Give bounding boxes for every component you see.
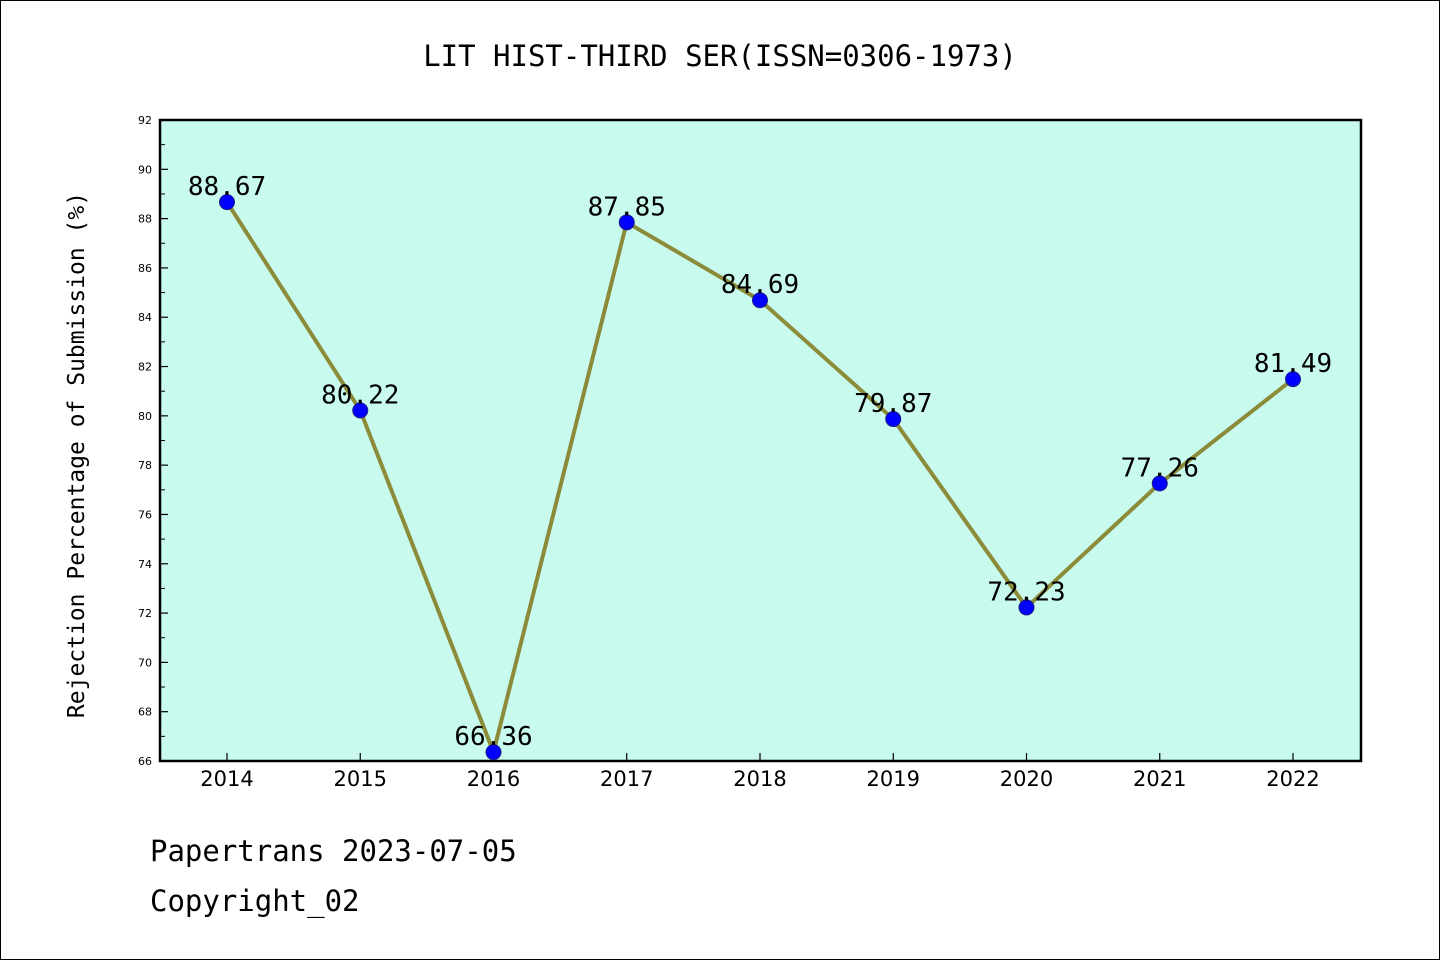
footer-copyright: Copyright_02	[150, 884, 360, 918]
x-tick-label: 2016	[467, 767, 520, 791]
x-axis: 2014 2015 2016 2017 2018 2019 2020 2021 2022	[200, 753, 1320, 791]
y-axis-label: Rejection Percentage of Submission (%)	[64, 192, 90, 718]
data-labels-group: 88.67 80.22 66.36 87.85 84.69 79.87 72.23 77.26…	[188, 172, 1332, 752]
y-axis: 66 68 70 72 74 76 78 80 82 84 86 88 90 92	[138, 114, 168, 768]
y-tick-label: 88	[138, 213, 152, 226]
x-tick-label: 2022	[1266, 767, 1319, 791]
data-label: 84.69	[721, 270, 799, 300]
y-tick-label: 66	[138, 755, 152, 768]
data-label: 87.85	[588, 192, 666, 222]
x-tick-label: 2014	[200, 767, 253, 791]
series-line-group	[219, 194, 1301, 761]
y-tick-label: 82	[138, 361, 152, 374]
x-tick-label: 2017	[600, 767, 653, 791]
plot-area	[158, 118, 1363, 763]
data-point	[618, 214, 635, 231]
x-tick-label: 2021	[1133, 767, 1186, 791]
data-label: 81.49	[1254, 349, 1332, 379]
y-tick-label: 76	[138, 508, 152, 521]
y-tick-label: 72	[138, 607, 152, 620]
y-tick-label: 68	[138, 706, 152, 719]
data-point	[885, 411, 902, 428]
data-label: 88.67	[188, 172, 266, 202]
x-tick-label: 2019	[867, 767, 920, 791]
data-point	[1151, 475, 1168, 492]
data-label: 72.23	[987, 577, 1065, 607]
y-tick-label: 70	[138, 656, 152, 669]
x-tick-label: 2020	[1000, 767, 1053, 791]
y-tick-label: 78	[138, 459, 152, 472]
data-point	[1018, 599, 1035, 616]
data-point	[352, 402, 369, 419]
y-tick-label: 86	[138, 262, 152, 275]
chart-title: LIT HIST-THIRD SER(ISSN=0306-1973)	[423, 39, 1017, 73]
data-label: 66.36	[454, 722, 532, 752]
data-label: 79.87	[854, 389, 932, 419]
x-tick-label: 2015	[334, 767, 387, 791]
footer-date: Papertrans 2023-07-05	[150, 834, 517, 868]
y-tick-label: 92	[138, 114, 152, 127]
y-tick-label: 74	[138, 558, 152, 571]
data-point	[752, 292, 768, 309]
y-tick-label: 90	[138, 163, 152, 176]
data-point	[485, 744, 502, 761]
data-point	[1285, 371, 1301, 388]
x-tick-label: 2018	[733, 767, 786, 791]
y-tick-label: 84	[138, 311, 152, 324]
y-tick-label: 80	[138, 410, 152, 423]
data-point	[219, 194, 235, 211]
data-label: 80.22	[321, 380, 399, 410]
data-label: 77.26	[1121, 453, 1199, 483]
